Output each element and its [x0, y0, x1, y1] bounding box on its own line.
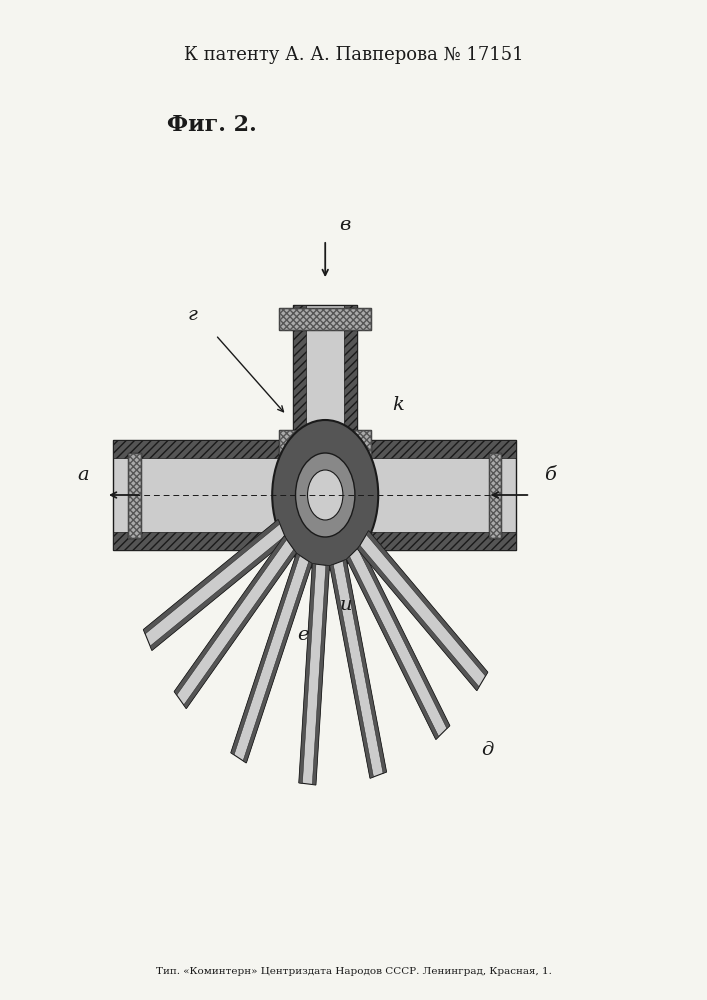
- Polygon shape: [346, 556, 439, 739]
- Polygon shape: [346, 532, 516, 550]
- Text: k: k: [392, 396, 404, 414]
- Text: г: г: [187, 306, 197, 324]
- Polygon shape: [279, 430, 371, 455]
- Polygon shape: [293, 305, 357, 465]
- Polygon shape: [279, 308, 371, 330]
- Polygon shape: [299, 564, 329, 785]
- Text: К патенту А. А. Павперова № 17151: К патенту А. А. Павперова № 17151: [184, 46, 523, 64]
- Polygon shape: [293, 305, 306, 465]
- Circle shape: [308, 470, 343, 520]
- Polygon shape: [330, 564, 373, 778]
- Polygon shape: [344, 305, 357, 465]
- Circle shape: [272, 420, 378, 570]
- Polygon shape: [144, 520, 280, 634]
- Text: е: е: [297, 626, 308, 644]
- Text: д: д: [481, 741, 493, 759]
- Polygon shape: [299, 564, 316, 783]
- Polygon shape: [346, 440, 516, 550]
- Polygon shape: [358, 531, 488, 691]
- Polygon shape: [243, 561, 312, 763]
- Polygon shape: [346, 440, 516, 458]
- Polygon shape: [346, 545, 450, 739]
- Polygon shape: [330, 560, 387, 778]
- Polygon shape: [174, 536, 296, 709]
- Polygon shape: [343, 560, 387, 773]
- Polygon shape: [358, 545, 479, 691]
- Polygon shape: [113, 440, 304, 458]
- Text: в: в: [339, 216, 351, 234]
- Polygon shape: [144, 520, 286, 650]
- Text: Фиг. 2.: Фиг. 2.: [168, 114, 257, 136]
- Polygon shape: [150, 536, 286, 650]
- Polygon shape: [358, 545, 450, 729]
- Polygon shape: [231, 553, 312, 763]
- Text: и: и: [339, 596, 352, 614]
- Polygon shape: [128, 452, 141, 538]
- Text: Тип. «Коминтерн» Центриздата Народов СССР. Ленинград, Красная, 1.: Тип. «Коминтерн» Центриздата Народов ССС…: [156, 968, 551, 976]
- Polygon shape: [184, 549, 296, 709]
- Polygon shape: [489, 452, 501, 538]
- Polygon shape: [312, 565, 329, 785]
- Circle shape: [296, 453, 355, 537]
- Polygon shape: [366, 531, 488, 676]
- Text: а: а: [78, 466, 89, 484]
- Polygon shape: [113, 532, 304, 550]
- Polygon shape: [174, 536, 287, 695]
- Polygon shape: [231, 553, 300, 755]
- Polygon shape: [113, 440, 304, 550]
- Text: б: б: [544, 466, 556, 484]
